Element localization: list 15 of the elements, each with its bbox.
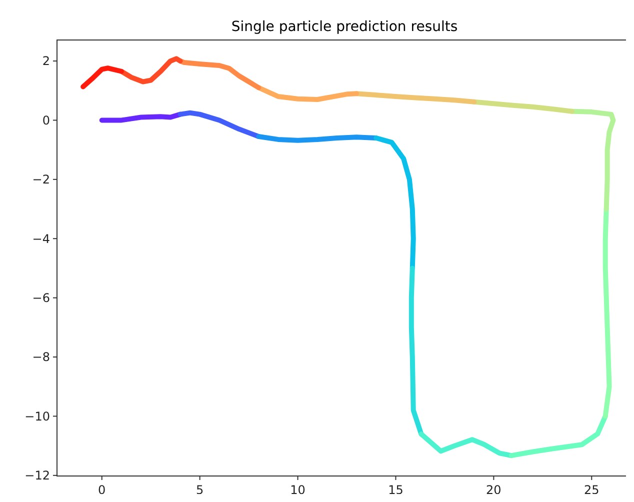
x-tick-label: 20 <box>486 483 502 497</box>
chart-title: Single particle prediction results <box>231 19 458 35</box>
x-tick-label: 25 <box>584 483 600 497</box>
y-tick-label: −6 <box>32 291 50 306</box>
x-tick-label: 15 <box>388 483 404 497</box>
x-tick-label: 0 <box>98 483 106 497</box>
y-tick-label: −12 <box>24 468 50 483</box>
x-tick-label: 5 <box>196 483 204 497</box>
y-tick-label: −2 <box>32 172 50 187</box>
y-tick-label: −4 <box>32 232 50 246</box>
x-tick-label: 10 <box>290 483 306 497</box>
y-tick-label: −8 <box>32 350 50 364</box>
y-tick-label: 0 <box>42 113 50 128</box>
y-tick-label: −10 <box>24 409 50 424</box>
y-tick-label: 2 <box>42 54 50 68</box>
